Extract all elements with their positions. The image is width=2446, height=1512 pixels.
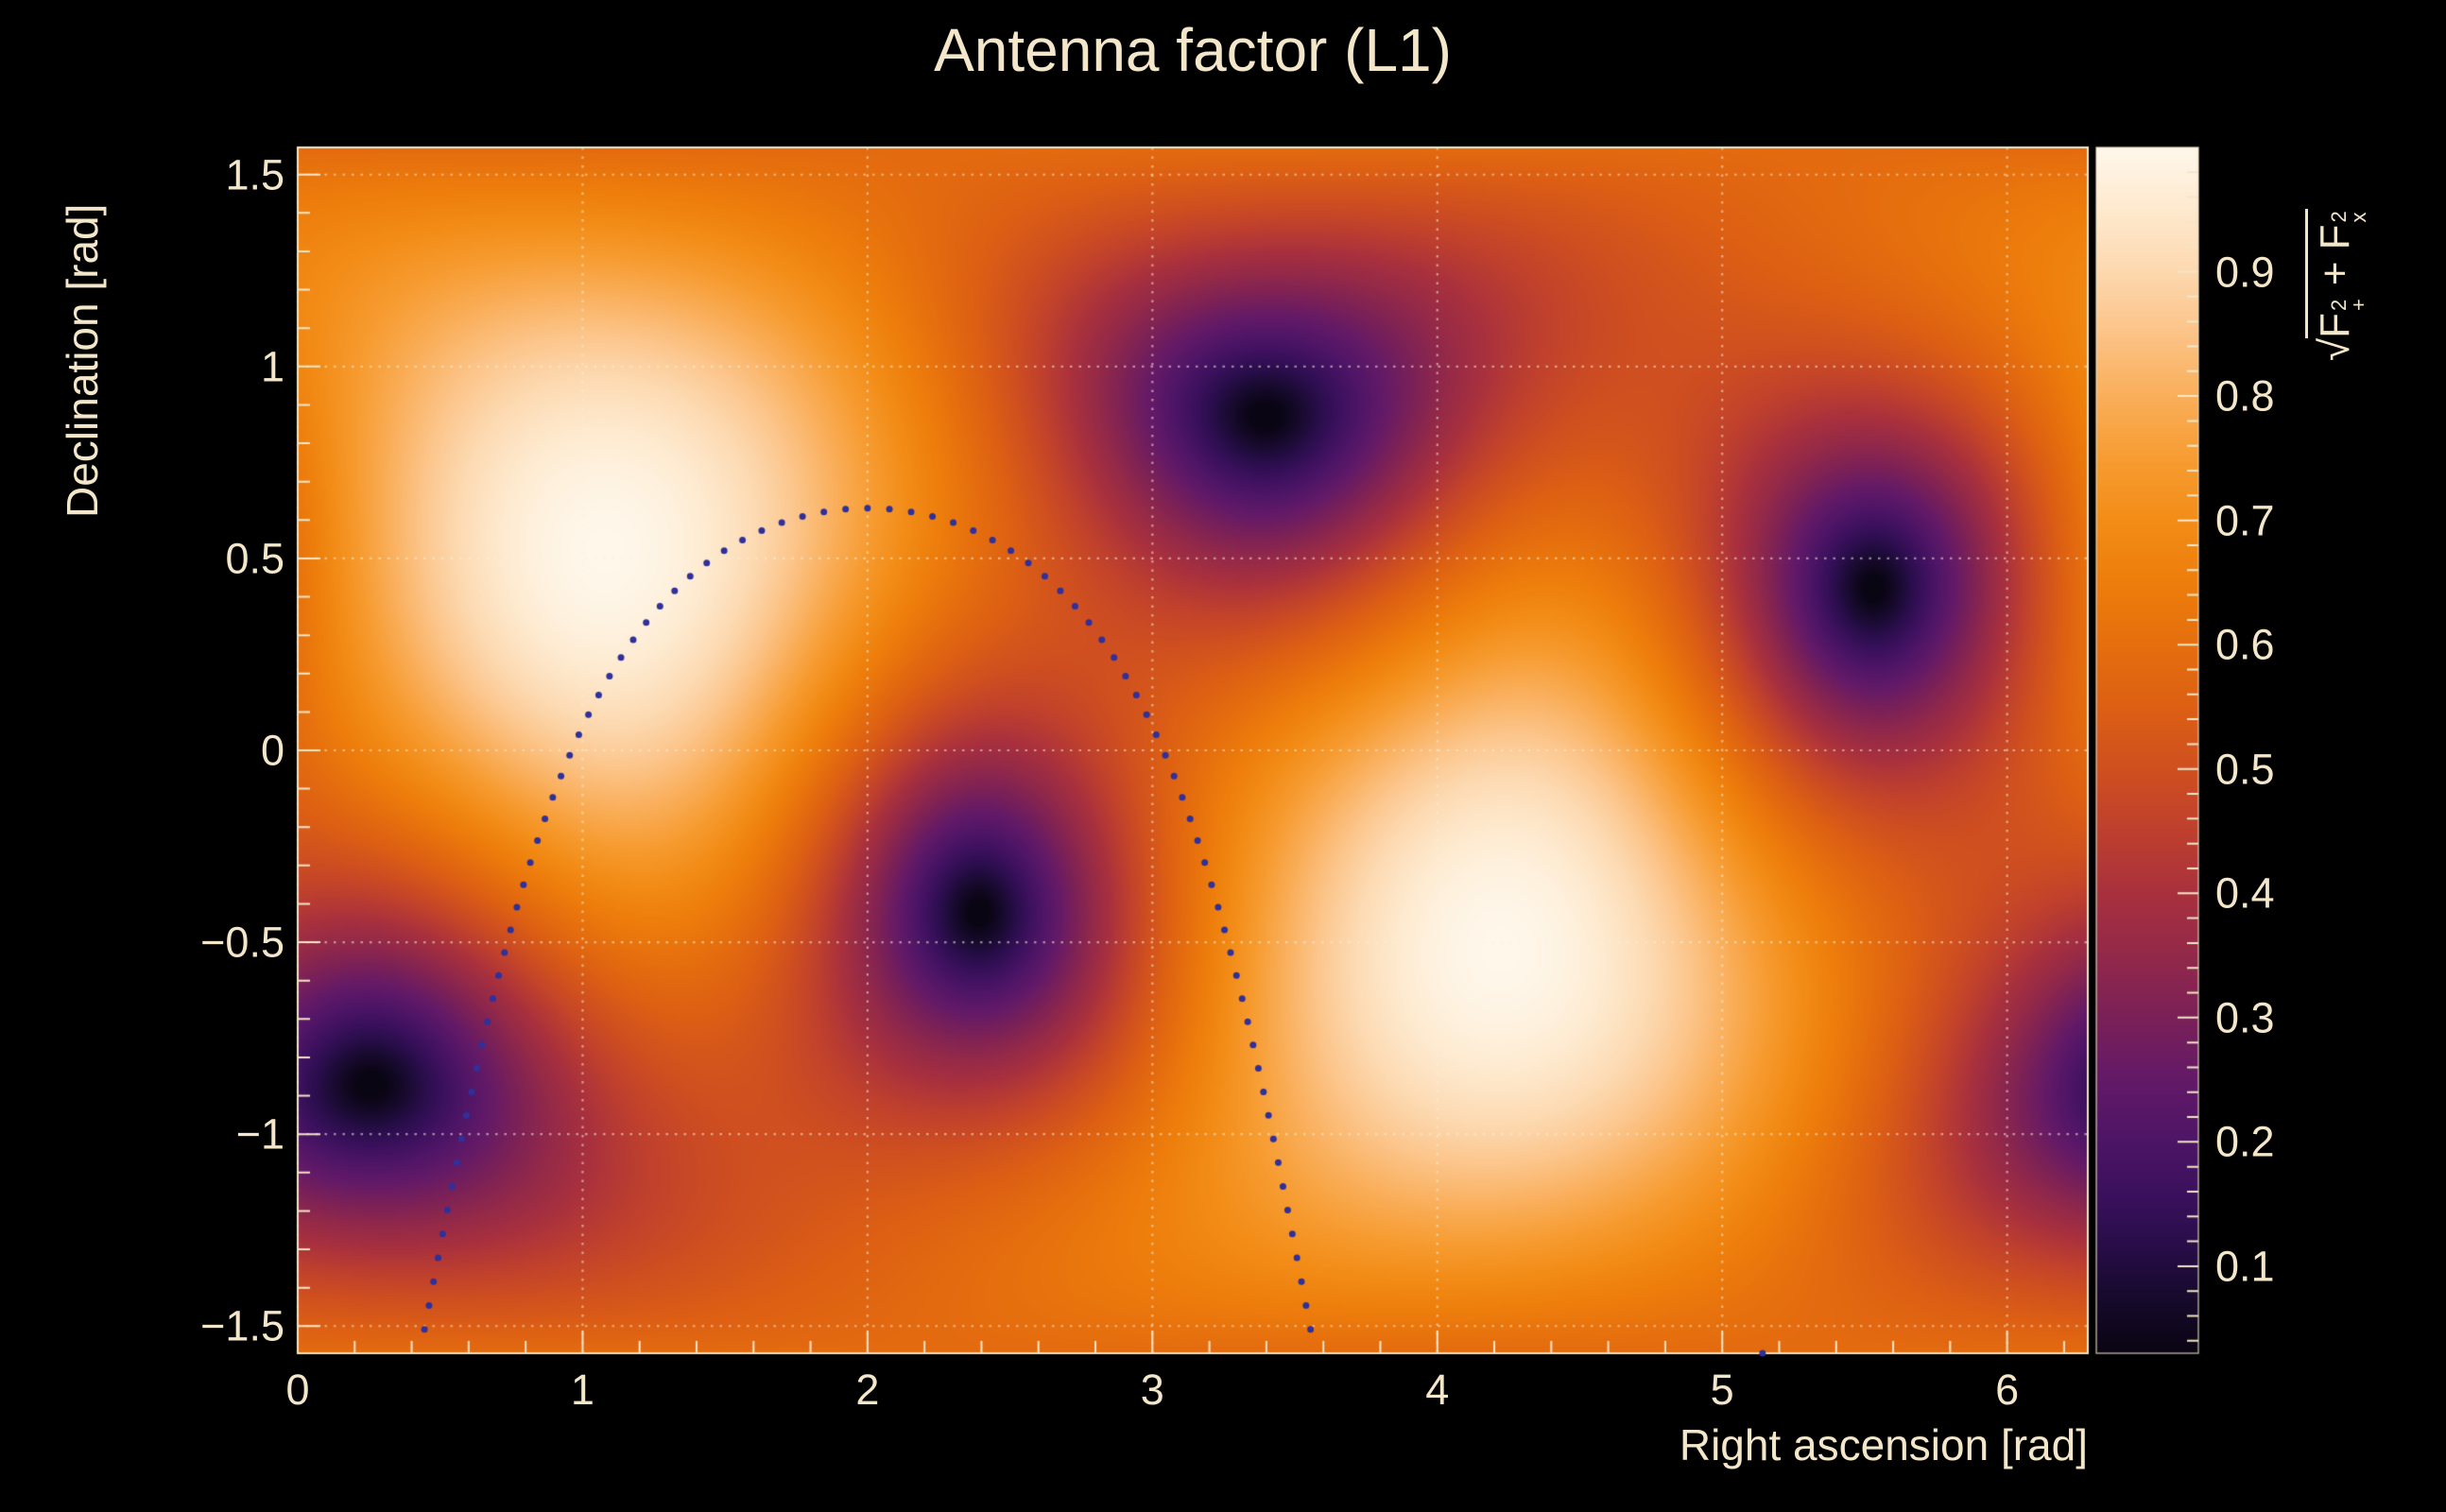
x-tick-label: 1: [570, 1366, 594, 1414]
y-tick-label: 1.5: [225, 150, 284, 199]
x-tick-label: 4: [1425, 1366, 1450, 1414]
x-tick-label: 3: [1140, 1366, 1164, 1414]
f-cross-subscript: x: [2346, 212, 2370, 223]
f-plus-subscript: +: [2346, 299, 2370, 311]
y-tick-label: 0: [260, 726, 284, 775]
z-tick-label: 0.2: [2215, 1117, 2275, 1166]
z-tick-label: 0.8: [2215, 371, 2275, 421]
y-axis-title: Declination [rad]: [58, 203, 107, 518]
z-tick-label: 0.5: [2215, 745, 2275, 794]
z-tick-label: 0.4: [2215, 868, 2275, 918]
plot-title: Antenna factor (L1): [934, 16, 1452, 84]
y-tick-label: 1: [260, 342, 284, 391]
z-tick-label: 0.9: [2215, 248, 2275, 297]
x-axis-title: Right ascension [rad]: [1679, 1420, 2088, 1469]
y-tick-label: −0.5: [200, 918, 284, 967]
plus-operator: +: [2312, 261, 2358, 286]
z-tick-label: 0.1: [2215, 1242, 2275, 1291]
y-tick-label: −1: [235, 1109, 284, 1159]
colorbar-title: √F 2 + +F 2 x: [2305, 209, 2370, 361]
z-tick-label: 0.3: [2215, 993, 2275, 1042]
sqrt-radical: √: [2312, 337, 2358, 361]
x-tick-label: 5: [1710, 1366, 1734, 1414]
f-plus-scripts: 2 +: [2327, 299, 2370, 311]
y-tick-label: −1.5: [200, 1301, 284, 1350]
x-tick-label: 0: [285, 1366, 310, 1414]
y-tick-label: 0.5: [225, 534, 284, 583]
x-tick-label: 2: [855, 1366, 880, 1414]
colorbar-title-expression: F 2 + +F 2 x: [2305, 209, 2370, 338]
z-tick-label: 0.6: [2215, 620, 2275, 669]
z-tick-label: 0.7: [2215, 496, 2275, 545]
x-tick-label: 6: [1995, 1366, 2020, 1414]
f-plus-base: F: [2312, 312, 2358, 338]
f-cross-base: F: [2312, 224, 2358, 250]
